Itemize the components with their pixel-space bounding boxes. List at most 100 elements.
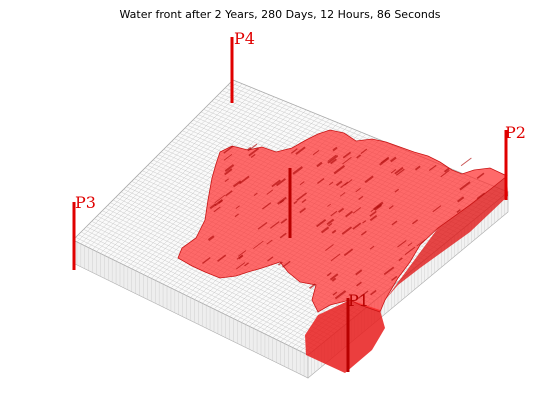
water-front-streak [407, 242, 413, 247]
water-front-streak [383, 266, 395, 276]
water-front-streak [214, 194, 226, 204]
water-front-streak [414, 165, 421, 171]
water-front-streak [332, 146, 338, 152]
water-front-streak [333, 164, 346, 175]
water-front-streak [440, 169, 450, 178]
water-front-streak [352, 222, 362, 230]
water-front-top-surface [177, 129, 508, 313]
water-front-streak [329, 273, 339, 281]
water-front-streak [355, 269, 363, 276]
water-front-streak [357, 290, 369, 299]
water-front-streak [358, 195, 364, 201]
water-front-streak [326, 272, 332, 277]
water-front-streak [238, 255, 244, 260]
water-front-east-wall [385, 176, 508, 300]
water-front-streak [369, 214, 378, 222]
well-p3: P3 [72, 193, 96, 270]
water-front-streak [320, 226, 330, 234]
wells: P4 P2 P3 P1 [72, 29, 526, 372]
water-front-streak [316, 161, 323, 168]
water-front-streak [335, 180, 343, 187]
water-front-streak [276, 178, 286, 187]
water-front-streak [332, 291, 338, 296]
water-front-streak [237, 250, 247, 257]
water-front-streak [250, 153, 256, 159]
water-front-streak [202, 257, 211, 264]
water-front-streak [277, 261, 283, 266]
water-front-streak [339, 192, 346, 197]
water-front-streak [476, 192, 486, 200]
water-front-streak [379, 157, 390, 166]
water-front-streak [326, 218, 335, 226]
water-front-streak [295, 146, 306, 155]
water-front-streak [360, 230, 367, 236]
water-front-side-wall [305, 300, 385, 373]
water-front-streak [394, 166, 404, 175]
water-front-streak [388, 205, 394, 210]
water-front-streak [299, 207, 307, 214]
water-front-streak [338, 207, 345, 213]
water-front-streak [244, 262, 249, 267]
water-front-streak [293, 200, 298, 205]
water-front-streak [316, 218, 327, 228]
water-front-streak [364, 175, 374, 184]
water-front-streak [214, 199, 223, 207]
water-front-streak [340, 181, 349, 189]
water-front-streak [343, 248, 354, 257]
water-front-streak [224, 178, 229, 182]
water-front-streak [296, 192, 307, 201]
water-front-streak [355, 187, 361, 193]
water-front-streak [225, 190, 233, 197]
water-front-streak [312, 149, 320, 156]
water-front-streak [253, 240, 264, 249]
water-front-streak [369, 210, 377, 217]
water-front-streak [266, 189, 274, 195]
water-front-streak [223, 153, 233, 161]
water-front-streak [327, 154, 339, 164]
water-front-streak [270, 221, 280, 229]
water-front-streak [223, 145, 234, 154]
water-front-streak [327, 203, 332, 207]
water-front-streak [236, 262, 246, 270]
water-front-streak [443, 167, 450, 173]
water-front-streak [342, 151, 352, 159]
water-front-streak [253, 192, 258, 197]
water-front-streak [460, 157, 472, 167]
water-front-streak [248, 147, 260, 157]
water-front-streak [224, 164, 235, 173]
water-front-streak [334, 290, 347, 300]
well-p3-label: P3 [75, 193, 96, 212]
water-front-streak [207, 235, 215, 241]
water-front-streak [330, 210, 338, 217]
water-front-streak [282, 260, 291, 268]
well-p2-label: P2 [505, 123, 526, 142]
water-front-streak [360, 148, 368, 155]
well-p2: P2 [504, 123, 526, 200]
water-front-streak [267, 256, 274, 262]
water-front-volume [177, 129, 508, 373]
water-front-streak [411, 219, 419, 225]
water-front-streak [279, 232, 287, 239]
water-front-streak [391, 220, 398, 226]
water-front-streak [331, 229, 337, 234]
water-front-streak [404, 246, 416, 256]
water-front-streak [356, 281, 362, 287]
water-front-streak [428, 164, 437, 171]
well-p4-label: P4 [234, 29, 255, 48]
water-front-streak [224, 168, 233, 176]
water-front-streak [456, 209, 461, 213]
water-front-streak [292, 166, 303, 175]
well-p4: P4 [230, 29, 255, 103]
water-front-streak [299, 181, 305, 186]
water-front-streak [327, 154, 337, 162]
water-front-streak [345, 210, 354, 218]
well-p1-label: P1 [348, 291, 369, 310]
water-front-streak [328, 181, 334, 186]
water-front-streak [330, 158, 337, 165]
water-front-streak [362, 220, 367, 224]
water-front-streak [235, 205, 240, 209]
water-front-streak [331, 277, 337, 282]
water-front-streak [395, 168, 405, 176]
water-front-streak [290, 148, 298, 154]
